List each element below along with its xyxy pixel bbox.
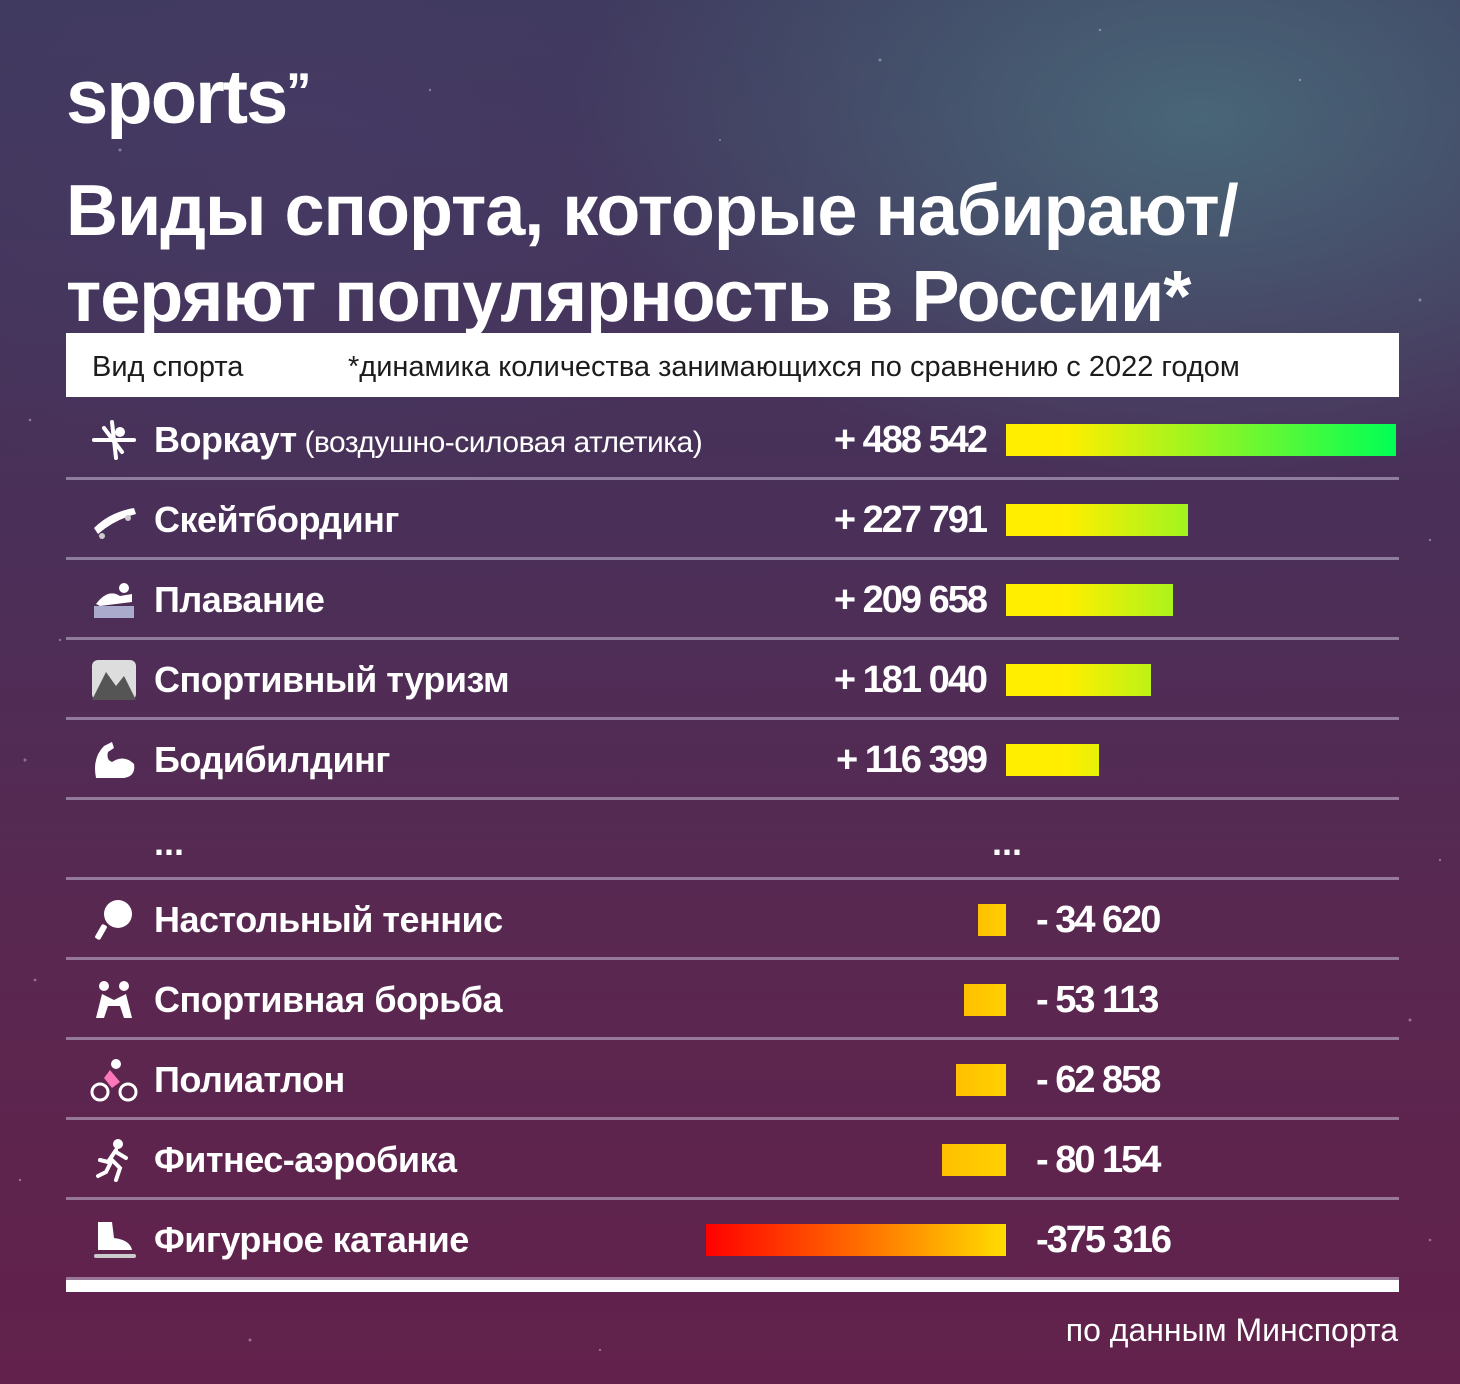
chart-row: Воркаут (воздушно-силовая атлетика) + 488… bbox=[66, 400, 1399, 480]
row-divider bbox=[66, 1117, 1399, 1120]
category-label: Полиатлон bbox=[154, 1059, 345, 1100]
value-label: + 116 399 bbox=[835, 739, 988, 781]
category-label: Фитнес-аэробика bbox=[154, 1139, 457, 1180]
bar bbox=[1006, 664, 1151, 696]
bar bbox=[706, 1224, 1006, 1256]
category-label: Спортивная борьба bbox=[154, 979, 503, 1020]
value-label: - 34 620 bbox=[1036, 899, 1161, 941]
mountain-icon bbox=[90, 658, 138, 702]
row-divider bbox=[66, 957, 1399, 960]
value-label: + 227 791 bbox=[833, 499, 988, 541]
chart-row: Настольный теннис - 34 620 bbox=[66, 880, 1399, 960]
category-label: Бодибилдинг bbox=[154, 739, 390, 780]
chart-row: Фитнес-аэробика - 80 154 bbox=[66, 1120, 1399, 1200]
header-dynamics-column: *динамика количества занимающихся по сра… bbox=[348, 351, 1240, 383]
chart-row: Фигурное катание -375 316 bbox=[66, 1200, 1399, 1280]
bar bbox=[1006, 744, 1099, 776]
category-label: Спортивный туризм bbox=[154, 659, 510, 700]
bar bbox=[978, 904, 1006, 936]
source-note: по данным Минспорта bbox=[1065, 1312, 1398, 1348]
swimmer-icon bbox=[90, 578, 138, 622]
row-divider bbox=[66, 1037, 1399, 1040]
bottom-rule bbox=[66, 1280, 1399, 1292]
category-label: Скейтбординг bbox=[154, 499, 399, 540]
chart-row: Спортивная борьба - 53 113 bbox=[66, 960, 1399, 1040]
row-divider bbox=[66, 1277, 1399, 1280]
row-divider bbox=[66, 877, 1399, 880]
table-header: Вид спорта *динамика количества занимающ… bbox=[66, 333, 1399, 397]
value-label: + 488 542 bbox=[833, 419, 988, 461]
row-divider bbox=[66, 477, 1399, 480]
bar bbox=[1006, 504, 1188, 536]
bar bbox=[941, 1144, 1006, 1176]
chart-row: Полиатлон - 62 858 bbox=[66, 1040, 1399, 1120]
bar bbox=[963, 984, 1006, 1016]
runner-icon bbox=[90, 1138, 138, 1182]
chart-row: Скейтбординг + 227 791 bbox=[66, 480, 1399, 560]
logo-mark: ’’ bbox=[286, 63, 311, 121]
flexed-biceps-icon bbox=[90, 738, 138, 782]
category-label: Настольный теннис bbox=[154, 899, 503, 940]
ellipsis-row bbox=[66, 800, 1399, 880]
value-label: - 53 113 bbox=[1036, 979, 1159, 1021]
row-divider bbox=[66, 717, 1399, 720]
value-label: + 209 658 bbox=[833, 579, 988, 621]
skateboard-icon bbox=[90, 498, 138, 542]
value-label: - 80 154 bbox=[1036, 1139, 1161, 1181]
sports-logo: sports’’ bbox=[66, 60, 311, 136]
bar bbox=[1006, 424, 1396, 456]
value-label: - 62 858 bbox=[1036, 1059, 1161, 1101]
logo-text: sports bbox=[66, 55, 288, 140]
bar bbox=[955, 1064, 1006, 1096]
cyclist-icon bbox=[90, 1058, 138, 1102]
ellipsis-value-gap: ... bbox=[992, 822, 1023, 863]
page-title: Виды спорта, которые набирают/ теряют по… bbox=[66, 171, 1239, 337]
category-note: (воздушно-силовая атлетика) bbox=[296, 426, 703, 459]
row-divider bbox=[66, 1197, 1399, 1200]
row-divider bbox=[66, 637, 1399, 640]
wrestlers-icon bbox=[90, 978, 138, 1022]
chart-row: Спортивный туризм + 181 040 bbox=[66, 640, 1399, 720]
category-label: Воркаут (воздушно-силовая атлетика) bbox=[154, 419, 703, 460]
header-sport-column: Вид спорта bbox=[92, 351, 244, 383]
ping-pong-icon bbox=[90, 898, 138, 942]
category-label: Фигурное катание bbox=[154, 1219, 469, 1260]
value-label: -375 316 bbox=[1036, 1219, 1172, 1261]
category-label: Плавание bbox=[154, 579, 325, 620]
ice-skate-icon bbox=[90, 1218, 138, 1262]
row-divider bbox=[66, 797, 1399, 800]
value-label: + 181 040 bbox=[833, 659, 988, 701]
chart-row: Плавание + 209 658 bbox=[66, 560, 1399, 640]
gymnast-icon bbox=[90, 418, 138, 462]
ellipsis-label-gap: ... bbox=[154, 822, 185, 863]
bar bbox=[1006, 584, 1174, 616]
row-divider bbox=[66, 557, 1399, 560]
chart-row: Бодибилдинг + 116 399 bbox=[66, 720, 1399, 800]
